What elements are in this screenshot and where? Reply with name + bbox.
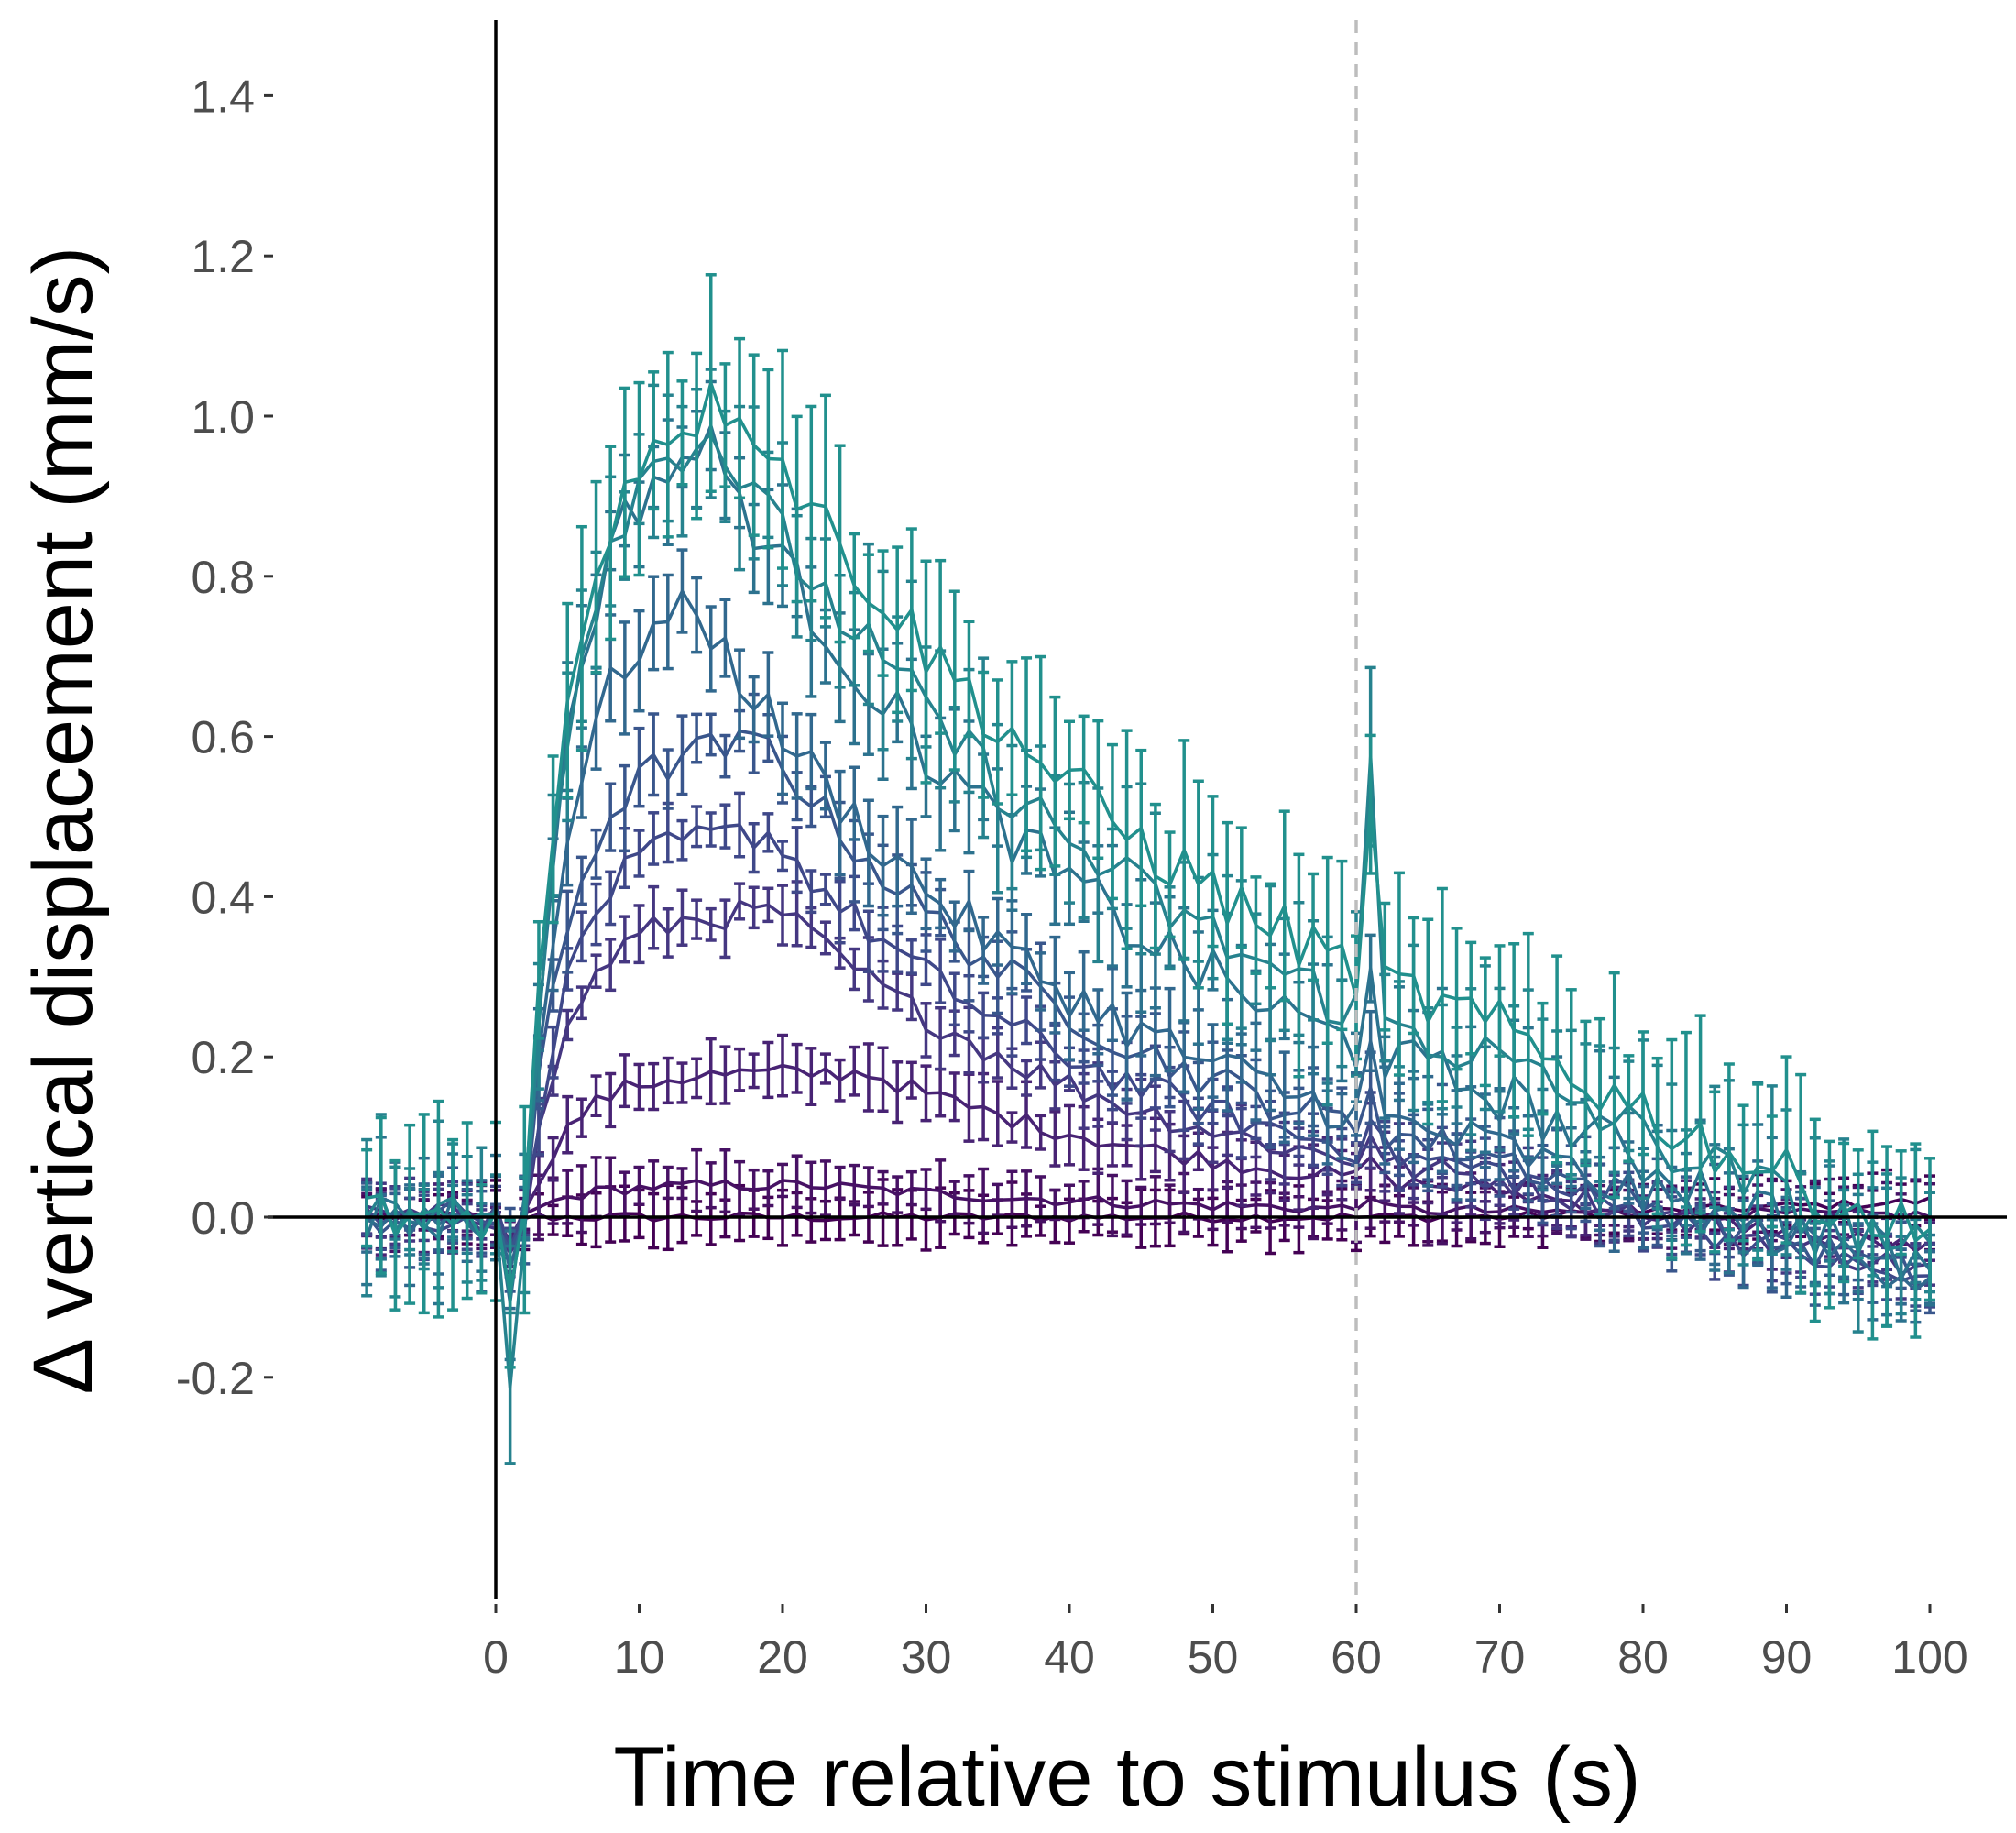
- y-tick-label: 0.2: [191, 1032, 255, 1083]
- y-tick-label: -0.2: [176, 1353, 255, 1404]
- x-tick-label: 70: [1474, 1631, 1526, 1683]
- reference-lines: [268, 20, 2007, 1599]
- x-tick-label: 90: [1761, 1631, 1813, 1683]
- x-tick-label: 60: [1331, 1631, 1382, 1683]
- x-tick-label: 0: [483, 1631, 509, 1683]
- series-line: [365, 729, 1931, 1290]
- y-tick-label: 0.0: [191, 1192, 255, 1244]
- x-tick-label: 10: [614, 1631, 665, 1683]
- series-10: [361, 273, 1935, 1369]
- x-tick-label: 40: [1044, 1631, 1095, 1683]
- y-tick-label: 0.4: [191, 872, 255, 923]
- x-tick-label: 30: [901, 1631, 952, 1683]
- x-tick-label: 50: [1188, 1631, 1239, 1683]
- x-tick-label: 100: [1891, 1631, 1967, 1683]
- x-tick-label: 20: [757, 1631, 808, 1683]
- series-line: [366, 899, 1931, 1276]
- y-tick-label: 0.8: [191, 552, 255, 603]
- y-tick-label: 1.2: [191, 231, 255, 282]
- series-layer: [361, 273, 1935, 1465]
- series-line: [366, 589, 1932, 1292]
- y-tick-label: 1.0: [191, 391, 255, 443]
- y-axis-title: Δ vertical displacement (mm/s): [16, 247, 110, 1395]
- series-line: [365, 423, 1932, 1305]
- x-tick-label: 80: [1617, 1631, 1669, 1683]
- y-tick-label: 1.4: [191, 71, 255, 122]
- x-axis-title: Time relative to stimulus (s): [613, 1730, 1640, 1824]
- y-tick-label: 0.6: [191, 712, 255, 763]
- axes: -0.2 0.0 0.2 0.4 0.6 0.8 1.0 1.2 1.4 0 10 20 30 40 50 6…: [176, 71, 1968, 1683]
- series-line: [366, 381, 1932, 1296]
- series-line: [365, 432, 1932, 1390]
